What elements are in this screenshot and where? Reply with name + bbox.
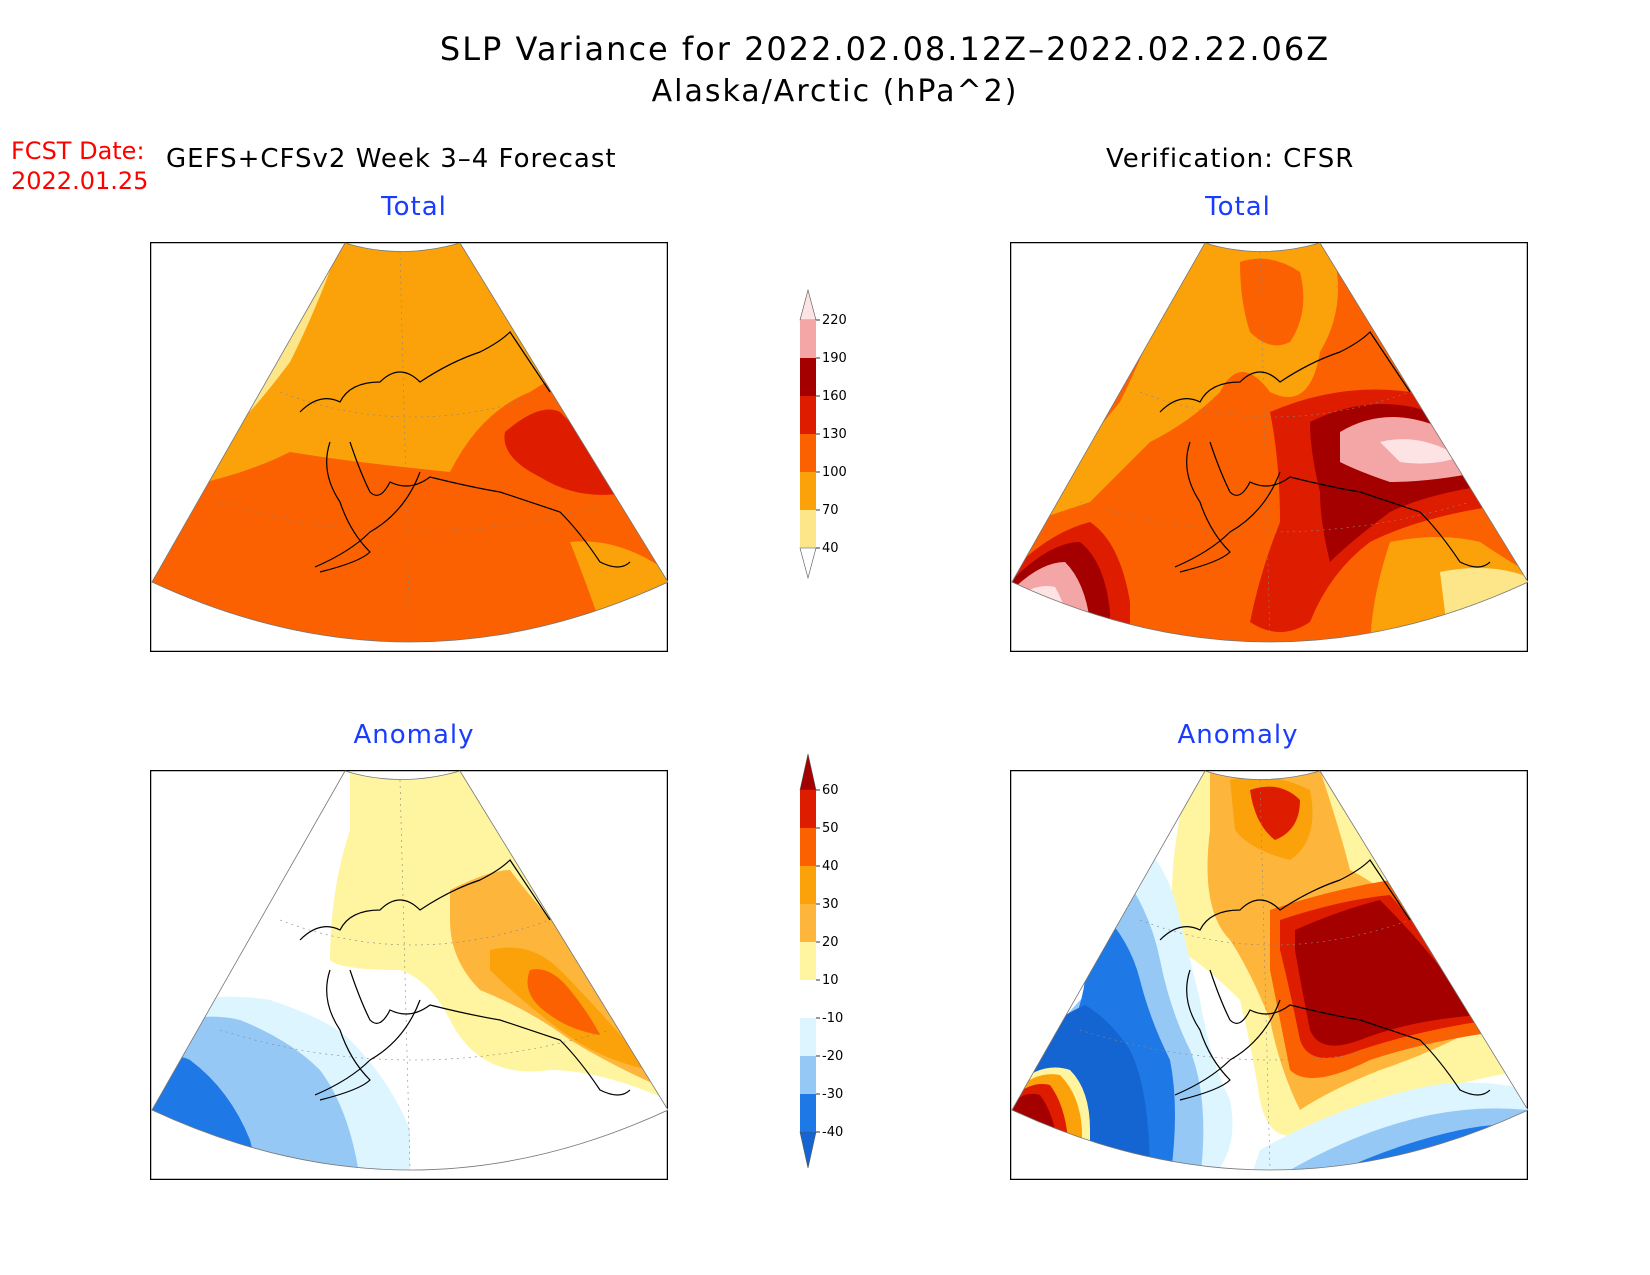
colorbar-anomaly-svg: -40 -30 -20 -10 10 20 30 40 50 60 bbox=[799, 753, 843, 1169]
colorbar-anomaly-tick-label: -40 bbox=[822, 1125, 843, 1140]
verification-anomaly-title: Anomaly bbox=[1177, 720, 1299, 750]
fcst-date-block: FCST Date: 2022.01.25 bbox=[11, 136, 148, 196]
chart-title: SLP Variance for 2022.02.08.12Z–2022.02.… bbox=[439, 30, 1331, 68]
colorbar-anomaly-tick-label: -30 bbox=[822, 1087, 843, 1102]
fcst-date-label: FCST Date: bbox=[11, 137, 145, 165]
colorbar-total-tick-label: 220 bbox=[822, 313, 847, 328]
colorbar-total-tick-label: 160 bbox=[822, 389, 847, 404]
colorbar-anomaly-swatch bbox=[800, 1056, 816, 1094]
colorbar-anomaly: -40 -30 -20 -10 10 20 30 40 50 60 bbox=[790, 752, 870, 1216]
forecast-total-title: Total bbox=[381, 192, 447, 222]
colorbar-anomaly-tick-label: 10 bbox=[822, 973, 839, 988]
colorbar-anomaly-end-low bbox=[799, 1131, 817, 1169]
colorbar-total-swatch bbox=[800, 434, 816, 472]
map-forecast-total bbox=[149, 241, 669, 656]
colorbar-total-end-low bbox=[799, 547, 817, 580]
colorbar-anomaly-swatch bbox=[800, 1094, 816, 1132]
colorbar-anomaly-swatch bbox=[800, 828, 816, 866]
colorbar-anomaly-swatch bbox=[800, 980, 816, 1018]
colorbar-anomaly-tick-label: 50 bbox=[822, 821, 839, 836]
colorbar-anomaly-tick-label: -10 bbox=[822, 1011, 843, 1026]
colorbar-anomaly-swatch bbox=[800, 1018, 816, 1056]
colorbar-anomaly-swatch bbox=[800, 866, 816, 904]
colorbar-anomaly-tick-label: 60 bbox=[822, 783, 839, 798]
colorbar-total-svg: 40 70 100 130 160 190 220 bbox=[799, 288, 847, 580]
colorbar-anomaly-tick-label: 30 bbox=[822, 897, 839, 912]
colorbar-anomaly-tick-label: -20 bbox=[822, 1049, 843, 1064]
colorbar-total-swatch bbox=[800, 396, 816, 434]
colorbar-anomaly-tick-label: 40 bbox=[822, 859, 839, 874]
colorbar-total-tick-label: 40 bbox=[822, 541, 839, 556]
colorbar-anomaly-swatch bbox=[800, 942, 816, 980]
verification-total-title: Total bbox=[1205, 192, 1271, 222]
fcst-date-value: 2022.01.25 bbox=[11, 167, 149, 195]
colorbar-anomaly-swatch bbox=[800, 904, 816, 942]
colorbar-total-tick-label: 190 bbox=[822, 351, 847, 366]
colorbar-total-end-high bbox=[799, 288, 817, 321]
map-verification-total bbox=[1009, 241, 1529, 656]
colorbar-total-tick-label: 70 bbox=[822, 503, 839, 518]
colorbar-anomaly-tick-label: 20 bbox=[822, 935, 839, 950]
chart-subtitle: Alaska/Arctic (hPa^2) bbox=[651, 74, 1019, 109]
forecast-heading: GEFS+CFSv2 Week 3–4 Forecast bbox=[166, 144, 617, 174]
colorbar-total-tick-label: 130 bbox=[822, 427, 847, 442]
colorbar-total: 40 70 100 130 160 190 220 bbox=[790, 280, 870, 624]
colorbar-total-swatch bbox=[800, 472, 816, 510]
forecast-anomaly-title: Anomaly bbox=[353, 720, 475, 750]
colorbar-total-swatch bbox=[800, 510, 816, 548]
map-verification-anomaly bbox=[1009, 769, 1529, 1184]
verification-heading: Verification: CFSR bbox=[1106, 144, 1355, 174]
colorbar-anomaly-end-high bbox=[799, 753, 817, 791]
map-forecast-anomaly bbox=[149, 769, 669, 1184]
colorbar-total-swatch bbox=[800, 320, 816, 358]
colorbar-total-tick-label: 100 bbox=[822, 465, 847, 480]
colorbar-anomaly-swatch bbox=[800, 790, 816, 828]
colorbar-total-swatch bbox=[800, 358, 816, 396]
